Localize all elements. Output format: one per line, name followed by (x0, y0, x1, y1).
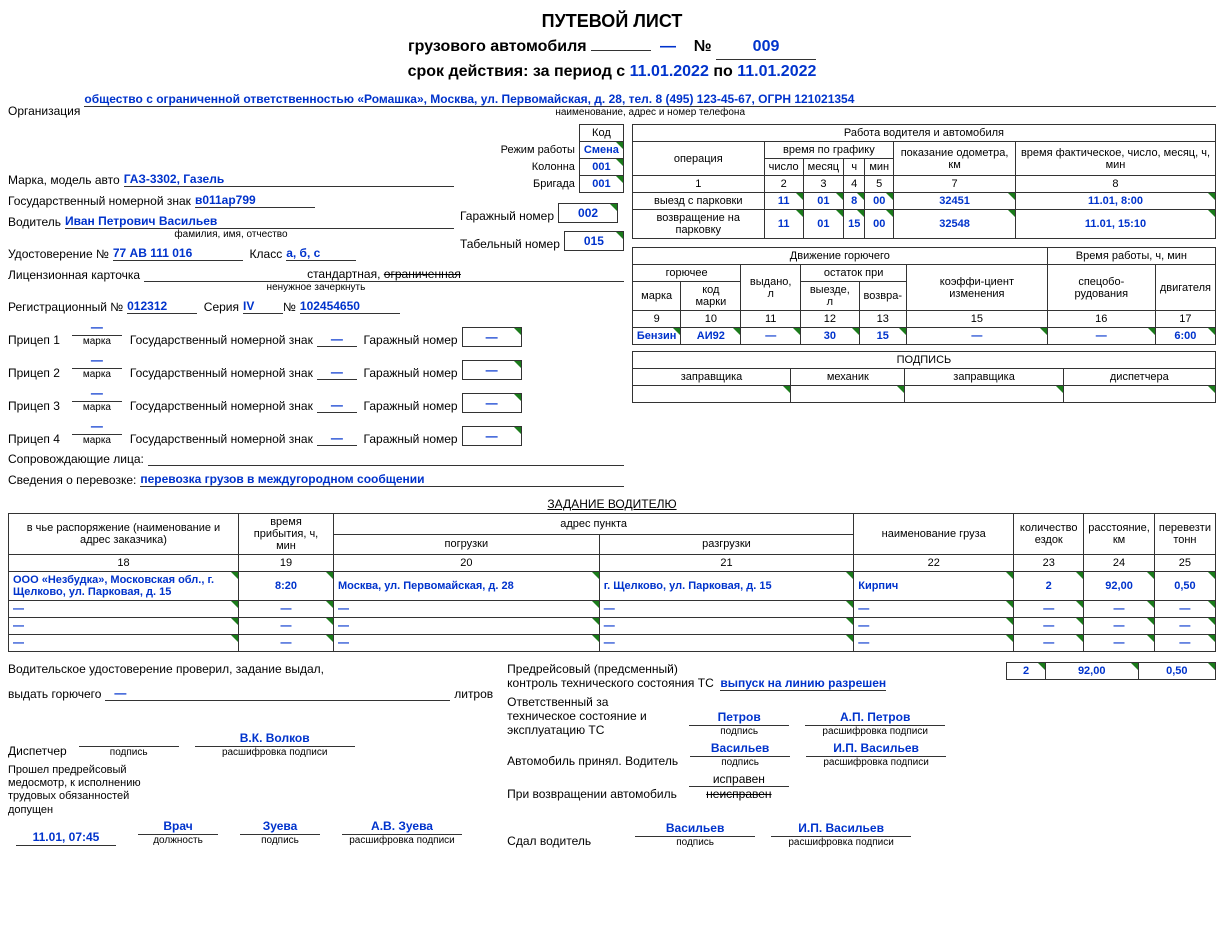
lic-card: Лицензионная карточка стандартная, огран… (8, 267, 624, 293)
task-row: ООО «Незбудка», Московская обл., г. Щелк… (9, 572, 1216, 601)
driver-block: Водитель Иван Петрович Васильев фамилия,… (8, 214, 454, 240)
task-row: ———————— (9, 601, 1216, 618)
vehicle-model: Марка, модель авто ГАЗ-3302, Газель (8, 172, 454, 187)
license-row: Удостоверение № 77 АВ 111 016 Класс а, б… (8, 246, 454, 261)
footer-left: Водительское удостоверение проверил, зад… (8, 662, 497, 848)
tabel-num: Табельный номер 015 (460, 231, 624, 251)
document-header: ПУТЕВОЙ ЛИСТ грузового автомобиля — № 00… (8, 8, 1216, 84)
fuel-signatures: ПОДПИСЬ заправщикамеханикзаправщикадиспе… (632, 351, 1216, 403)
fuel-table: Движение горючего Время работы, ч, мин г… (632, 247, 1216, 345)
task-row: ———————— (9, 618, 1216, 635)
trailer-row: Прицеп 1—маркаГосударственный номерной з… (8, 320, 624, 347)
organization-row: Организация общество с ограниченной отве… (8, 92, 1216, 118)
title-line2: грузового автомобиля — № 009 (8, 35, 1216, 60)
footer-totals: 2 92,00 0,50 (1006, 662, 1216, 848)
drivework-row: выезд с парковки11018003245111.01, 8:00 (632, 193, 1215, 210)
task-title: ЗАДАНИЕ ВОДИТЕЛЮ (8, 497, 1216, 511)
doc-number: 009 (716, 35, 816, 60)
task-table: в чье распоряжение (наименование и адрес… (8, 513, 1216, 652)
driver-work-table: Работа водителя и автомобиля операция вр… (632, 124, 1216, 239)
validity: срок действия: за период с 11.01.2022 по… (8, 60, 1216, 84)
gos-number: Государственный номерной знак в011ар799 (8, 193, 454, 208)
drivework-row: возвращение на парковку110115003254811.0… (632, 210, 1215, 239)
task-row: ———————— (9, 635, 1216, 652)
garage-num: Гаражный номер 002 (460, 203, 624, 223)
code-table: Код Режим работыСмена Колонна001 Бригада… (497, 124, 624, 193)
footer-center: Предрейсовый (предсменный) контроль техн… (507, 662, 996, 848)
accomp-persons: Сопровождающие лица: (8, 452, 624, 466)
trailer-row: Прицеп 3—маркаГосударственный номерной з… (8, 386, 624, 413)
series-blank (591, 50, 651, 51)
title-line1: ПУТЕВОЙ ЛИСТ (8, 8, 1216, 35)
trailers: Прицеп 1—маркаГосударственный номерной з… (8, 320, 624, 446)
reg-row: Регистрационный № 012312 Серия IV № 1024… (8, 299, 624, 314)
transport-info: Сведения о перевозке: перевозка грузов в… (8, 472, 624, 487)
trailer-row: Прицеп 4—маркаГосударственный номерной з… (8, 419, 624, 446)
org-value: общество с ограниченной ответственностью… (84, 92, 1216, 107)
trailer-row: Прицеп 2—маркаГосударственный номерной з… (8, 353, 624, 380)
